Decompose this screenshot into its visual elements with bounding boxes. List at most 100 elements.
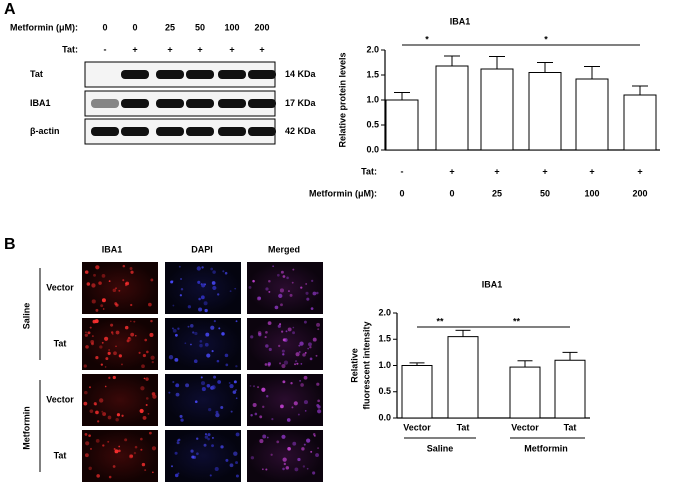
micrograph: [165, 318, 241, 370]
cell-dot: [98, 281, 102, 285]
tat-state: +: [167, 44, 172, 54]
cell-dot: [187, 305, 192, 309]
cell-dot: [97, 420, 100, 423]
cell-dot: [298, 351, 301, 353]
x-row-label: Metformin (μM):: [309, 188, 377, 198]
cell-dot: [285, 466, 290, 470]
cell-dot: [129, 267, 133, 271]
x-row-value: 100: [584, 188, 599, 198]
cell-dot: [115, 330, 120, 335]
cell-dot: [221, 332, 225, 336]
dose: 25: [165, 22, 175, 32]
cell-dot: [235, 397, 238, 400]
cell-dot: [151, 360, 154, 364]
x-row-value: 0: [399, 188, 404, 198]
cell-dot: [141, 462, 146, 467]
cell-dot: [293, 401, 298, 406]
bar: [447, 336, 479, 419]
y-tick-label: 0.5: [378, 386, 391, 396]
cell-dot: [190, 449, 194, 453]
cell-dot: [301, 447, 305, 451]
cell-dot: [88, 386, 91, 389]
cell-dot: [276, 440, 280, 444]
bar: [509, 366, 541, 419]
cell-dot: [265, 344, 269, 348]
cell-dot: [257, 296, 262, 300]
cell-dot: [281, 330, 284, 333]
cell-dot: [279, 323, 282, 326]
dose: 50: [195, 22, 205, 32]
cell-dot: [282, 353, 285, 356]
cell-dot: [104, 385, 107, 388]
cell-dot: [283, 462, 286, 466]
cell-dot: [130, 270, 134, 274]
cell-dot: [270, 453, 273, 456]
x-row-value: +: [449, 166, 454, 176]
x-row-value: +: [494, 166, 499, 176]
cell-dot: [105, 357, 109, 361]
cell-dot: [277, 324, 281, 328]
cell-dot: [179, 294, 182, 297]
cell-dot: [211, 350, 214, 353]
micrograph: [247, 430, 323, 482]
cell-dot: [268, 279, 271, 283]
cell-dot: [302, 465, 306, 468]
cell-dot: [170, 280, 174, 284]
cell-dot: [172, 304, 175, 307]
cell-dot: [175, 383, 180, 388]
cell-dot: [190, 343, 192, 346]
cell-dot: [118, 354, 122, 358]
cell-dot: [124, 438, 128, 442]
cell-dot: [180, 418, 184, 422]
cell-dot: [201, 283, 206, 288]
cell-dot: [127, 336, 131, 340]
blot-row-label: β-actin: [30, 126, 60, 136]
cell-dot: [101, 298, 106, 303]
cell-dot: [204, 433, 207, 436]
row-label: Vector: [46, 394, 74, 404]
cell-dot: [201, 387, 206, 392]
cell-dot: [110, 323, 114, 327]
cell-dot: [102, 308, 105, 310]
cell-dot: [235, 432, 240, 437]
cell-dot: [204, 308, 208, 313]
cell-dot: [317, 447, 319, 449]
cell-dot: [200, 381, 206, 386]
cell-dot: [84, 333, 89, 337]
cell-dot: [89, 326, 92, 329]
cell-dot: [127, 337, 132, 342]
group-label: Saline: [21, 303, 31, 330]
cell-dot: [264, 363, 268, 366]
cell-dot: [212, 270, 216, 274]
cell-dot: [217, 380, 222, 384]
cell-dot: [112, 465, 116, 468]
cell-dot: [126, 339, 130, 343]
cell-dot: [174, 473, 179, 478]
cell-dot: [305, 283, 308, 285]
cell-dot: [86, 282, 91, 286]
cell-dot: [175, 392, 180, 397]
cell-dot: [152, 471, 154, 474]
cell-dot: [300, 383, 304, 387]
cell-dot: [107, 415, 112, 420]
cell-dot: [287, 446, 291, 451]
cell-dot: [172, 380, 175, 384]
cell-dot: [108, 475, 112, 479]
y-tick-label: 1.0: [366, 94, 379, 104]
cell-dot: [130, 303, 133, 307]
cell-dot: [152, 394, 157, 399]
tat-state: +: [197, 44, 202, 54]
tat-state: +: [259, 44, 264, 54]
cell-dot: [218, 327, 221, 330]
cell-dot: [216, 359, 220, 363]
tat-state: +: [229, 44, 234, 54]
bar: [623, 94, 657, 151]
cell-dot: [146, 350, 149, 354]
band: [156, 127, 184, 136]
cell-dot: [249, 385, 252, 387]
dose: 100: [224, 22, 239, 32]
cell-dot: [292, 268, 295, 271]
cell-dot: [265, 331, 268, 334]
bar: [401, 365, 433, 419]
cell-dot: [285, 330, 288, 333]
